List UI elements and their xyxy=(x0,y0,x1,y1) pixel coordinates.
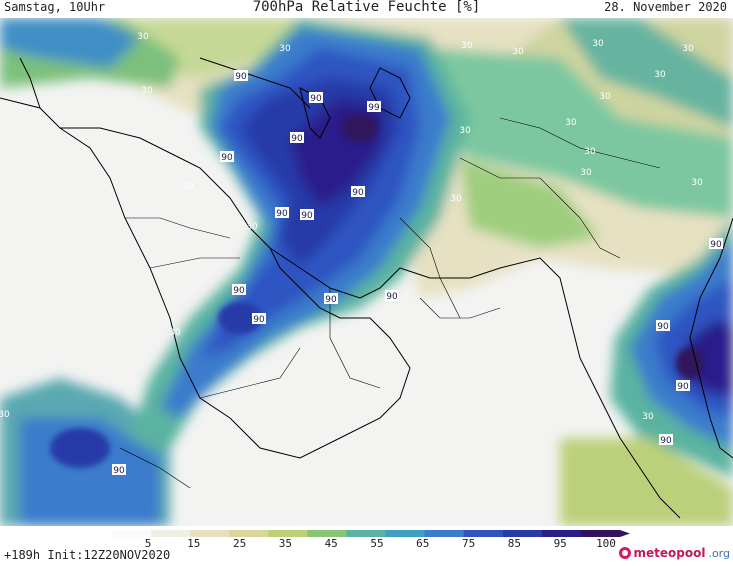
contour-label: 90 xyxy=(113,466,125,476)
contour-label: 90 xyxy=(352,188,364,198)
borders xyxy=(119,117,661,489)
contour-labels: 30 30 30 30 30 30 30 30 30 30 30 30 30 30 30 30 30 30 30 30… xyxy=(0,32,723,476)
contour-label-bg xyxy=(709,238,723,249)
colorbar-cells xyxy=(112,530,630,537)
contour-label: 30 xyxy=(461,41,473,51)
colorbar-tick-label: 95 xyxy=(554,537,567,548)
contour-label-bg xyxy=(234,70,248,81)
contour-label: 90 xyxy=(325,295,337,305)
contour-label: 90 xyxy=(291,134,303,144)
contour-label-bg xyxy=(324,293,338,304)
colorbar-cell xyxy=(385,530,426,537)
contour-label: 30 xyxy=(459,126,471,136)
brand-link[interactable]: meteopool .org xyxy=(618,546,730,560)
contour-label: 30 xyxy=(654,70,666,80)
contour-label-bg xyxy=(656,320,670,331)
colorbar-cell xyxy=(424,530,465,537)
colorbar-tick-label: 45 xyxy=(325,537,338,548)
colorbar-cell xyxy=(151,530,191,537)
contour-label-bg xyxy=(659,434,673,445)
contour-label-bg xyxy=(290,132,304,143)
contour-label: 99 xyxy=(368,103,380,113)
colorbar-tick-label: 35 xyxy=(279,537,292,548)
header-bar: Samstag, 10Uhr 700hPa Relative Feuchte [… xyxy=(0,0,733,18)
contour-label: 30 xyxy=(279,44,291,54)
contour-label: 90 xyxy=(677,382,689,392)
humidity-map: 30 30 30 30 30 30 30 30 30 30 30 30 30 30 30 30 30 30 30 30… xyxy=(0,18,733,526)
colorbar-cell xyxy=(463,530,504,537)
contour-label: 30 xyxy=(580,168,592,178)
colorbar-cell xyxy=(112,530,152,537)
contour-label-bg xyxy=(232,284,246,295)
colorbar-tick-label: 85 xyxy=(508,537,521,548)
contour-label-bg xyxy=(252,313,266,324)
contour-label: 30 xyxy=(137,32,149,42)
colorbar-cell xyxy=(190,530,230,537)
contour-label: 90 xyxy=(310,94,322,104)
contour-label: 30 xyxy=(169,328,181,338)
colorbar-cell xyxy=(502,530,543,537)
meteopool-logo-icon xyxy=(618,547,631,559)
contour-label-bg xyxy=(275,207,289,218)
contour-label-bg xyxy=(300,209,314,220)
colorbar-tick-label: 5 xyxy=(145,537,152,548)
colorbar-tick-label: 100 xyxy=(596,537,616,548)
contour-label: 30 xyxy=(565,118,577,128)
contour-label: 90 xyxy=(233,286,245,296)
map-title: 700hPa Relative Feuchte [%] xyxy=(252,0,481,15)
contour-label: 30 xyxy=(141,86,153,96)
weekday-time-label: Samstag, 10Uhr xyxy=(4,0,106,14)
contour-label-bg xyxy=(220,151,234,162)
contour-label: 30 xyxy=(642,412,654,422)
contour-label-bg xyxy=(309,92,323,103)
contour-label: 90 xyxy=(301,211,313,221)
colorbar-cell xyxy=(346,530,387,537)
contour-label-bg xyxy=(351,186,365,197)
colorbar-arrow xyxy=(620,530,630,537)
contour-label: 30 xyxy=(512,47,524,57)
contour-label: 30 xyxy=(592,39,604,49)
brand-name: meteopool xyxy=(633,546,706,560)
contour-label: 30 xyxy=(599,92,611,102)
contour-label: 90 xyxy=(235,72,247,82)
contour-label: 90 xyxy=(221,153,233,163)
contour-label: 30 xyxy=(182,182,194,192)
colorbar-cell xyxy=(268,530,308,537)
colorbar: 5 15 25 35 45 55 65 75 85 95 100 xyxy=(112,530,630,548)
contour-label: 30 xyxy=(246,222,258,232)
colorbar-cell xyxy=(307,530,347,537)
contour-label: 90 xyxy=(710,240,722,250)
footer-bar: 5 15 25 35 45 55 65 75 85 95 100 xyxy=(0,526,733,566)
colorbar-cell xyxy=(541,530,582,537)
contour-label: 30 xyxy=(691,178,703,188)
contour-label-bg xyxy=(367,101,381,112)
colorbar-tick-label: 25 xyxy=(233,537,246,548)
contour-label: 30 xyxy=(0,410,10,420)
colorbar-ticks: 5 15 25 35 45 55 65 75 85 95 100 xyxy=(145,537,616,548)
colorbar-tick-label: 15 xyxy=(187,537,200,548)
contour-label: 30 xyxy=(450,194,462,204)
contour-label: 90 xyxy=(660,436,672,446)
colorbar-tick-label: 75 xyxy=(462,537,475,548)
colorbar-cell xyxy=(229,530,269,537)
colorbar-tick-label: 55 xyxy=(370,537,383,548)
contour-label: 30 xyxy=(584,147,596,157)
colorbar-cell xyxy=(580,530,621,537)
contour-label: 90 xyxy=(253,315,265,325)
contour-label-bg xyxy=(385,290,399,301)
humidity-detail xyxy=(50,114,704,468)
contour-label: 30 xyxy=(682,44,694,54)
brand-tld: .org xyxy=(708,546,730,560)
date-label: 28. November 2020 xyxy=(604,0,727,14)
run-info-label: +189h Init:12Z20NOV2020 xyxy=(4,548,171,562)
colorbar-tick-label: 65 xyxy=(416,537,429,548)
contour-label-bg xyxy=(676,380,690,391)
contour-label: 90 xyxy=(657,322,669,332)
contour-label: 90 xyxy=(386,292,398,302)
contour-label: 90 xyxy=(276,209,288,219)
contour-label-bg xyxy=(112,464,126,475)
